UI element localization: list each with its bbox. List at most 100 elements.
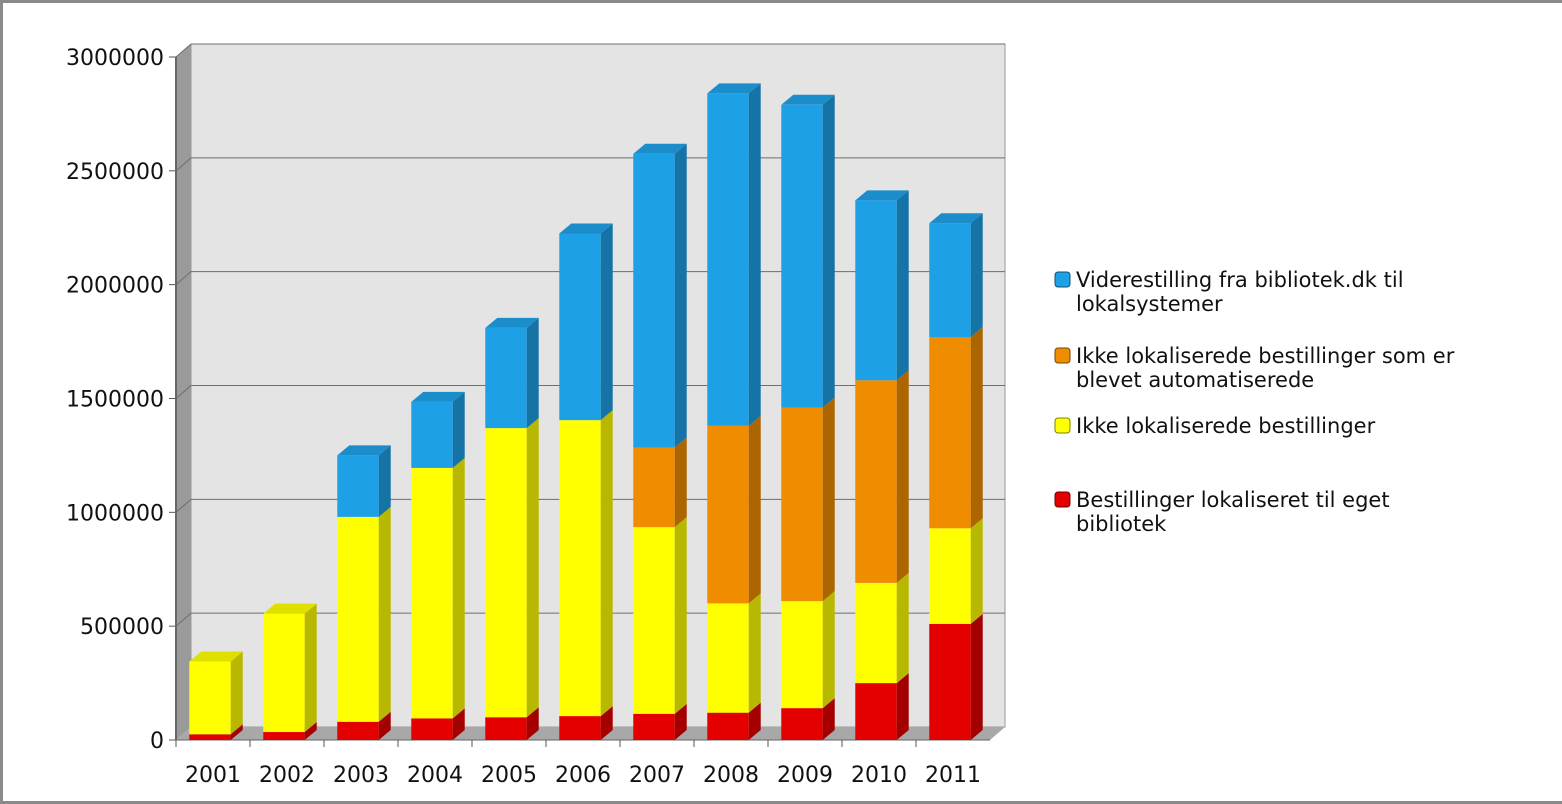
- bar-segment: [929, 337, 971, 529]
- bar-top: [189, 651, 243, 662]
- bar-top: [633, 143, 687, 154]
- y-tick-label: 1500000: [66, 388, 164, 413]
- bar-top: [263, 603, 317, 614]
- legend-label: Viderestilling fra bibliotek.dk til: [1076, 268, 1404, 292]
- bar-segment-side: [822, 94, 835, 408]
- x-tick-label: 2006: [555, 763, 611, 788]
- bar-segment-side: [896, 673, 909, 740]
- x-tick-label: 2011: [925, 763, 981, 788]
- bar-segment-side: [896, 190, 909, 381]
- bar-top: [707, 83, 761, 94]
- bar-segment-side: [822, 397, 835, 602]
- x-tick-label: 2004: [407, 763, 463, 788]
- bar-segment: [337, 516, 379, 722]
- bar-segment: [633, 713, 675, 740]
- bar-segment: [929, 623, 971, 740]
- bar-segment: [855, 200, 897, 381]
- bar-segment: [707, 712, 749, 740]
- bar-segment: [929, 528, 971, 624]
- bar-segment: [485, 428, 527, 718]
- bar-segment: [633, 447, 675, 528]
- legend-swatch: [1054, 491, 1071, 508]
- bar-segment-side: [896, 370, 909, 583]
- x-tick-label: 2010: [851, 763, 907, 788]
- bar-segment: [559, 420, 601, 717]
- gridline-side: [175, 385, 192, 399]
- legend-swatch: [1054, 347, 1071, 364]
- x-tick-label: 2009: [777, 763, 833, 788]
- bar-segment-side: [600, 410, 613, 717]
- bar-segment: [485, 717, 527, 740]
- bar-segment: [781, 708, 823, 740]
- bar-top: [485, 317, 539, 328]
- bar-segment: [929, 223, 971, 338]
- bar-segment-side: [378, 506, 391, 722]
- bar-segment: [781, 104, 823, 408]
- bar-top: [855, 190, 909, 201]
- x-tick-label: 2003: [333, 763, 389, 788]
- bar-segment: [411, 401, 453, 468]
- bar-segment: [337, 455, 379, 517]
- x-tick-label: 2002: [259, 763, 315, 788]
- bar-segment: [263, 613, 305, 733]
- legend-label: blevet automatiserede: [1076, 368, 1314, 392]
- bar-segment: [633, 153, 675, 448]
- y-tick-label: 2000000: [66, 274, 164, 299]
- bar-segment: [559, 233, 601, 421]
- bar-segment-side: [378, 445, 391, 517]
- bar-segment-side: [748, 702, 761, 740]
- bar-segment-side: [452, 708, 465, 740]
- bar-segment-side: [674, 437, 687, 528]
- bar-segment-side: [304, 722, 317, 740]
- bar-segment: [559, 716, 601, 740]
- bar-segment-side: [970, 518, 983, 624]
- x-tick-label: 2007: [629, 763, 685, 788]
- bar-segment-side: [452, 391, 465, 468]
- bar-segment-side: [452, 457, 465, 719]
- bar-segment-side: [526, 418, 539, 718]
- bar-segment-side: [970, 327, 983, 529]
- gridline-side: [175, 157, 192, 172]
- bar-segment-side: [304, 603, 317, 733]
- bar-segment-side: [674, 143, 687, 448]
- bar-segment: [707, 425, 749, 604]
- y-tick-label: 1000000: [66, 501, 164, 526]
- bar-segment-side: [822, 698, 835, 740]
- bar-segment: [855, 582, 897, 684]
- bar-segment-side: [526, 317, 539, 429]
- bar-segment-side: [230, 651, 243, 735]
- bar-segment-side: [600, 223, 613, 421]
- bar-top: [559, 223, 613, 234]
- legend-label: lokalsystemer: [1076, 292, 1223, 316]
- bar-segment-side: [748, 593, 761, 713]
- y-tick-label: 0: [150, 729, 164, 754]
- bar-segment: [855, 683, 897, 740]
- x-tick-label: 2005: [481, 763, 537, 788]
- bar-segment-side: [970, 213, 983, 338]
- bar-segment-side: [378, 711, 391, 740]
- gridline-side: [175, 43, 192, 58]
- bar-segment: [411, 718, 453, 740]
- y-tick-label: 500000: [80, 615, 164, 640]
- y-tick-label: 3000000: [66, 46, 164, 71]
- bar-segment: [337, 721, 379, 740]
- bar-segment-side: [748, 415, 761, 604]
- bar-top: [929, 213, 983, 224]
- legend-label: Ikke lokaliserede bestillinger: [1076, 414, 1376, 438]
- legend-label: Ikke lokaliserede bestillinger som er: [1076, 344, 1455, 368]
- bar-segment-side: [970, 613, 983, 740]
- gridline-side: [175, 271, 192, 286]
- bar-segment-side: [822, 591, 835, 709]
- x-tick-label: 2001: [185, 763, 241, 788]
- bar-segment: [189, 661, 231, 735]
- bar-segment-side: [674, 703, 687, 740]
- bar-segment-side: [600, 706, 613, 740]
- bar-top: [337, 445, 391, 456]
- bar-segment: [411, 467, 453, 719]
- bar-top: [411, 391, 465, 402]
- legend-swatch: [1054, 417, 1071, 434]
- bar-segment: [707, 93, 749, 426]
- bar-segment-side: [230, 724, 243, 740]
